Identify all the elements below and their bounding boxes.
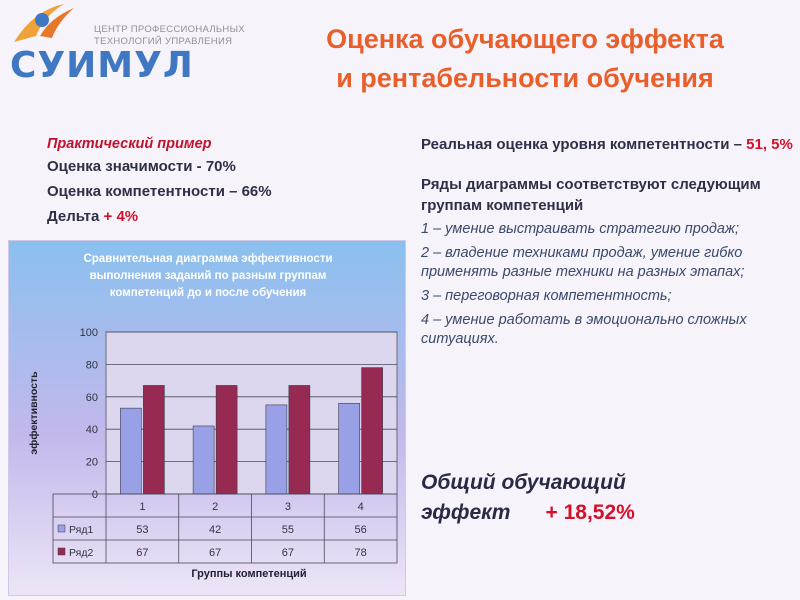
data-label: 78 xyxy=(355,547,367,559)
delta-score: Дельта + 4% xyxy=(47,204,367,229)
importance-label: Оценка значимости xyxy=(47,158,193,175)
competence-group-1: 1 – умение выстраивать стратегию продаж; xyxy=(421,221,739,237)
x-tick-label: 3 xyxy=(285,501,291,513)
data-label: 67 xyxy=(282,547,294,559)
real-assessment-label: Реальная оценка уровня компетентности – xyxy=(421,136,747,153)
importance-value: - 70% xyxy=(192,158,236,175)
competence-score: Оценка компетентности – 66% xyxy=(47,183,272,200)
importance-score: Оценка значимости - 70% xyxy=(47,154,367,179)
x-tick-label: 1 xyxy=(139,501,145,513)
logo-wordmark: СУИМУЛ xyxy=(10,45,194,86)
bar-Ряд1-1 xyxy=(120,407,142,495)
delta-label: Дельта xyxy=(47,208,100,225)
bar-Ряд2-2 xyxy=(215,385,238,495)
practical-example: Практический пример Оценка значимости - … xyxy=(47,135,367,229)
legend-swatch-Ряд1 xyxy=(57,524,66,533)
logo: ЦЕНТР ПРОФЕССИОНАЛЬНЫХ ТЕХНОЛОГИЙ УПРАВЛ… xyxy=(4,2,254,92)
real-assessment-value: 51, 5% xyxy=(746,136,793,153)
page-title: Оценка обучающего эффекта и рентабельнос… xyxy=(250,20,800,98)
example-label: Практический пример xyxy=(47,136,212,152)
y-axis-label: эффективность xyxy=(28,371,40,455)
bar-Ряд1-3 xyxy=(265,404,288,495)
chart-canvas: Сравнительная диаграмма эффективности вып… xyxy=(28,253,398,580)
y-tick-label: 100 xyxy=(80,327,98,339)
data-label: 67 xyxy=(136,547,148,559)
explanation: Реальная оценка уровня компетентности – … xyxy=(421,134,793,354)
competence-group-4: 4 – умение работать в эмоционально сложн… xyxy=(421,312,747,347)
logo-figure-icon xyxy=(14,4,74,42)
data-label: 55 xyxy=(282,524,294,536)
total-effect-label-1: Общий обучающий xyxy=(421,471,626,494)
bar-Ряд1-4 xyxy=(338,402,360,495)
real-assessment: Реальная оценка уровня компетентности – … xyxy=(421,134,793,155)
x-axis-label: Группы компетенций xyxy=(191,568,306,580)
x-tick-label: 2 xyxy=(212,501,218,513)
comparison-chart: Сравнительная диаграмма эффективности вып… xyxy=(8,240,406,596)
legend-swatch-Ряд2 xyxy=(57,547,66,556)
competence-groups: 1 – умение выстраивать стратегию продаж;… xyxy=(421,220,793,349)
bar-Ряд2-3 xyxy=(288,385,311,495)
total-effect-value: + 18,52% xyxy=(545,501,635,524)
y-tick-label: 80 xyxy=(86,359,98,371)
bar-Ряд1-2 xyxy=(192,425,215,495)
page-title-line-2: и рентабельности обучения xyxy=(336,63,714,93)
data-label: 53 xyxy=(136,524,148,536)
data-label: 42 xyxy=(209,524,221,536)
y-tick-label: 0 xyxy=(92,489,98,501)
data-table xyxy=(52,493,398,564)
competence-group-3: 3 – переговорная компетентность; xyxy=(421,288,672,304)
series-intro: Ряды диаграммы соответствуют следующим г… xyxy=(421,176,761,214)
bar-Ряд2-1 xyxy=(143,385,165,495)
competence-group-2: 2 – владение техниками продаж, умение ги… xyxy=(421,245,745,280)
y-tick-label: 20 xyxy=(86,457,98,469)
delta-value: + 4% xyxy=(99,208,139,225)
data-label: 67 xyxy=(209,547,221,559)
bar-Ряд2-4 xyxy=(361,367,383,495)
chart-title-line-1: Сравнительная диаграмма эффективности xyxy=(83,253,332,265)
y-tick-label: 60 xyxy=(86,392,98,404)
total-effect-line-2: эффект + 18,52% xyxy=(421,498,793,528)
data-label: 56 xyxy=(355,524,367,536)
logo-subtitle: ЦЕНТР ПРОФЕССИОНАЛЬНЫХ ТЕХНОЛОГИЙ УПРАВЛ… xyxy=(94,24,245,47)
page-title-line-1: Оценка обучающего эффекта xyxy=(326,24,724,54)
chart-title-line-3: компетенций до и после обучения xyxy=(110,287,306,299)
total-effect: Общий обучающий эффект + 18,52% xyxy=(421,468,793,528)
total-effect-label-2: эффект xyxy=(421,501,511,524)
y-tick-label: 40 xyxy=(86,424,98,436)
legend-label: Ряд1 xyxy=(69,524,93,536)
chart-title-line-2: выполнения заданий по разным группам xyxy=(90,270,327,282)
x-tick-label: 4 xyxy=(358,501,364,513)
legend-label: Ряд2 xyxy=(69,547,93,559)
